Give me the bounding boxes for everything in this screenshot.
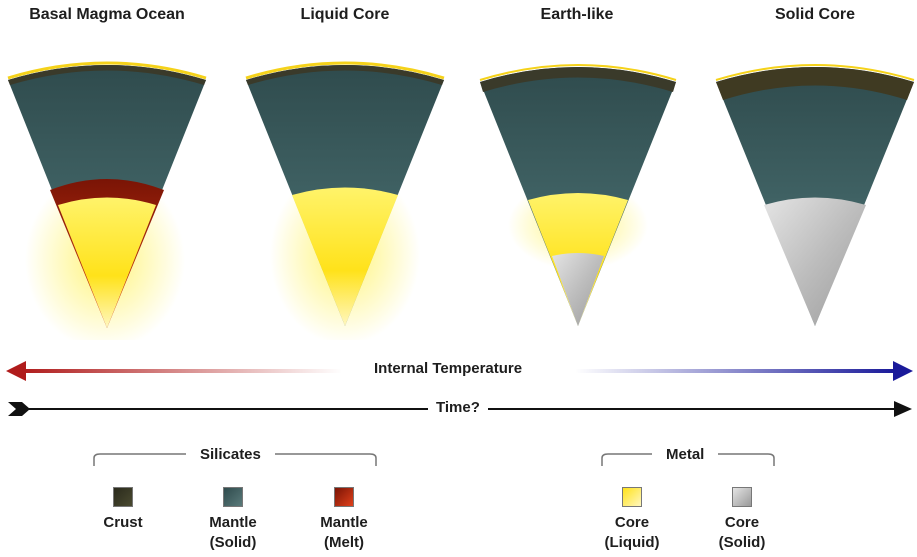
panel-title-liquid-core: Liquid Core bbox=[300, 6, 390, 23]
wedge-basal-magma-ocean bbox=[7, 61, 207, 340]
swatch-mantle-solid bbox=[223, 487, 243, 507]
silicates-title: Silicates bbox=[186, 446, 275, 463]
legend-mantle-solid-label: Mantle (Solid) bbox=[209, 514, 257, 551]
internal-temperature-label: Internal Temperature bbox=[366, 360, 531, 377]
internal-temperature-arrow bbox=[6, 361, 913, 381]
metal-title: Metal bbox=[652, 446, 719, 463]
legend-crust-label: Crust bbox=[103, 514, 143, 531]
swatch-crust bbox=[113, 487, 133, 507]
legend-core-liquid-label: Core (Liquid) bbox=[604, 514, 660, 551]
wedge-liquid-core bbox=[245, 61, 445, 340]
wedge-earth-like bbox=[479, 64, 677, 326]
legend-core-solid-label: Core (Solid) bbox=[718, 514, 766, 551]
legend-mantle-melt-label: Mantle (Melt) bbox=[320, 514, 368, 551]
swatch-core-solid bbox=[732, 487, 752, 507]
panel-title-basal-magma-ocean: Basal Magma Ocean bbox=[29, 6, 185, 23]
planet-wedges bbox=[7, 61, 915, 340]
panel-title-earth-like: Earth-like bbox=[540, 6, 614, 23]
swatch-mantle-melt bbox=[334, 487, 354, 507]
swatch-core-liquid bbox=[622, 487, 642, 507]
time-label: Time? bbox=[428, 399, 488, 416]
wedge-solid-core bbox=[715, 64, 915, 326]
panel-title-solid-core: Solid Core bbox=[774, 6, 855, 23]
